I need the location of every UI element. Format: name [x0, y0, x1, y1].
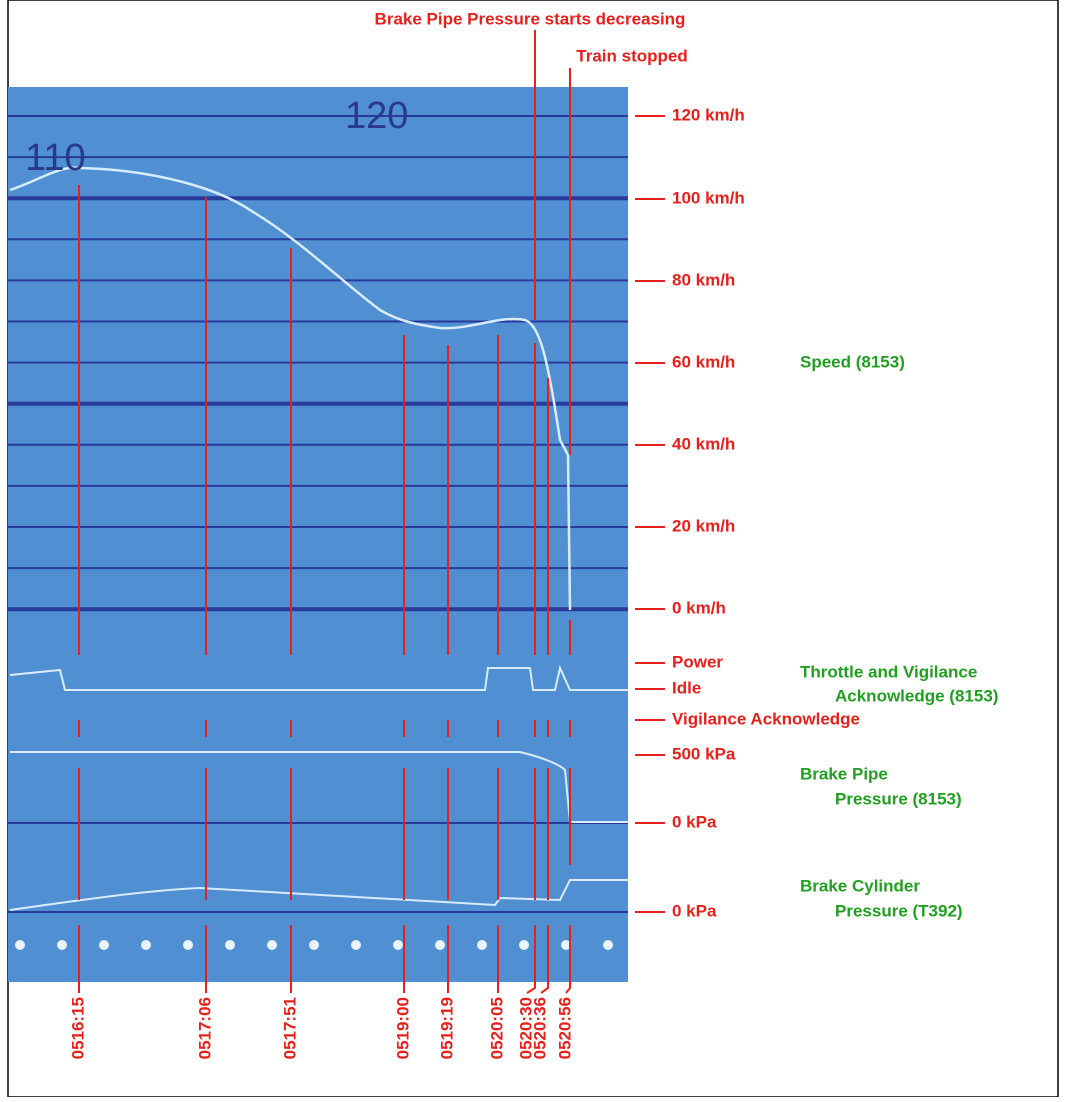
- scale-label: 0 kPa: [672, 812, 717, 831]
- time-label: 0516:15: [68, 997, 87, 1059]
- scale-label: 40 km/h: [672, 434, 735, 453]
- sprocket-hole: [519, 940, 529, 950]
- channel-label: Speed (8153): [800, 352, 905, 371]
- scale-label: 20 km/h: [672, 516, 735, 535]
- time-label: 0520:36: [530, 997, 549, 1059]
- time-label: 0517:06: [195, 997, 214, 1059]
- channel-label: Pressure (T392): [835, 901, 963, 920]
- scale-label: Vigilance Acknowledge: [672, 709, 860, 728]
- sprocket-hole: [15, 940, 25, 950]
- sprocket-hole: [183, 940, 193, 950]
- annotation: Train stopped: [576, 46, 687, 65]
- sprocket-hole: [477, 940, 487, 950]
- scale-label: Power: [672, 652, 723, 671]
- annotation: Brake Pipe Pressure starts decreasing: [375, 9, 686, 28]
- scale-label: 100 km/h: [672, 188, 745, 207]
- sprocket-hole: [435, 940, 445, 950]
- time-label: 0519:19: [437, 997, 456, 1059]
- channel-label: Brake Cylinder: [800, 876, 920, 895]
- sprocket-hole: [57, 940, 67, 950]
- channel-label: Acknowledge (8153): [835, 686, 998, 705]
- sprocket-hole: [225, 940, 235, 950]
- sprocket-hole: [393, 940, 403, 950]
- scale-label: 60 km/h: [672, 352, 735, 371]
- time-label: 0520:56: [555, 997, 574, 1059]
- scale-label: 120 km/h: [672, 105, 745, 124]
- sprocket-hole: [309, 940, 319, 950]
- sprocket-hole: [603, 940, 613, 950]
- paper-label: 110: [25, 137, 86, 179]
- sprocket-hole: [99, 940, 109, 950]
- sprocket-hole: [351, 940, 361, 950]
- scale-label: 0 kPa: [672, 901, 717, 920]
- time-label: 0519:00: [393, 997, 412, 1059]
- time-label: 0517:51: [280, 997, 299, 1059]
- channel-label: Throttle and Vigilance: [800, 662, 977, 681]
- time-label: 0520:05: [487, 997, 506, 1059]
- scale-label: 0 km/h: [672, 598, 726, 617]
- channel-label: Pressure (8153): [835, 789, 962, 808]
- paper-label: 120: [345, 95, 408, 137]
- scale-label: 80 km/h: [672, 270, 735, 289]
- sprocket-hole: [141, 940, 151, 950]
- figure: 120 110 Brake Pipe Pressure starts decre…: [0, 0, 1066, 1097]
- channel-label: Brake Pipe: [800, 764, 888, 783]
- scale-label: Idle: [672, 678, 701, 697]
- scale-label: 500 kPa: [672, 744, 736, 763]
- sprocket-hole: [267, 940, 277, 950]
